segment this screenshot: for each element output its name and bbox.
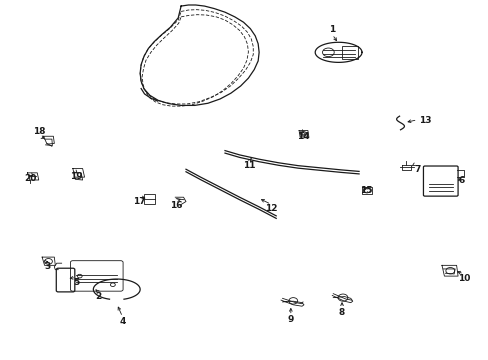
Text: 16: 16 [170,201,182,210]
Text: 5: 5 [73,278,79,287]
Text: 8: 8 [338,308,345,317]
Text: 13: 13 [418,116,430,125]
Text: 14: 14 [296,132,309,141]
Text: 3: 3 [44,262,50,271]
Text: 7: 7 [413,165,420,174]
Text: 17: 17 [133,197,146,206]
Text: 9: 9 [287,315,293,324]
Text: 15: 15 [360,186,372,195]
Text: 19: 19 [70,172,82,181]
Text: 20: 20 [24,174,36,183]
Text: 12: 12 [264,204,277,213]
Text: 6: 6 [457,176,464,185]
Text: 2: 2 [95,292,101,301]
Bar [341,46,357,59]
Bar [143,194,155,204]
Text: 11: 11 [243,161,255,170]
Text: 4: 4 [119,317,125,326]
Text: 18: 18 [33,127,46,136]
Text: 1: 1 [328,25,335,34]
Text: 10: 10 [457,274,469,283]
